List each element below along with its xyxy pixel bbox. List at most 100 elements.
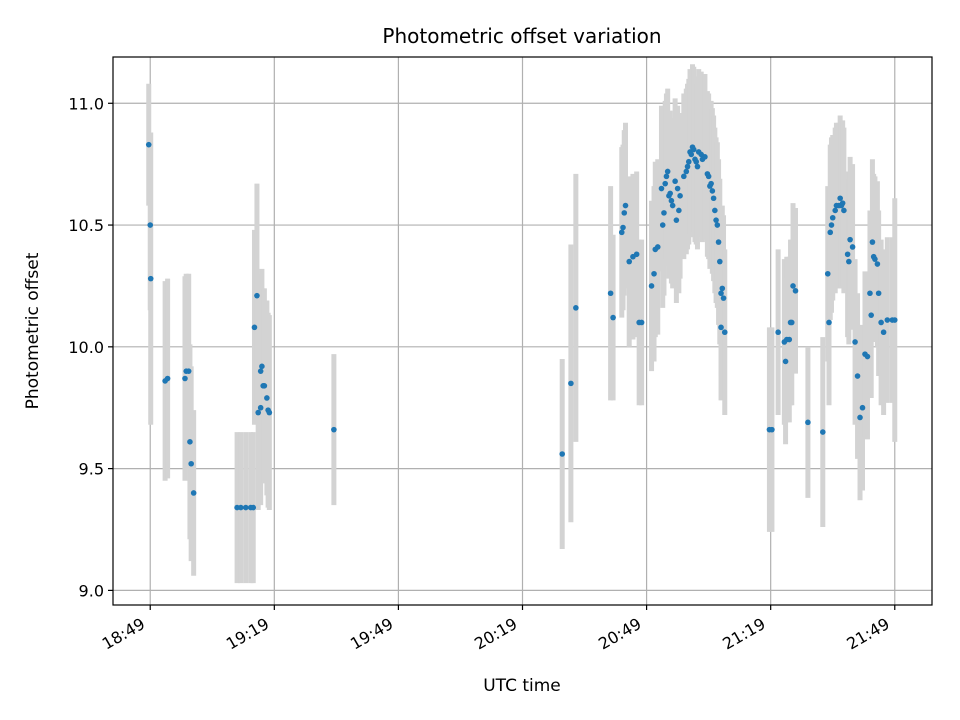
data-point xyxy=(559,451,566,457)
data-point xyxy=(238,504,244,511)
data-point xyxy=(869,239,876,245)
data-point xyxy=(805,419,811,426)
data-point xyxy=(875,290,882,297)
data-point xyxy=(718,290,724,297)
data-point xyxy=(664,168,671,175)
data-point xyxy=(705,173,712,180)
data-point xyxy=(264,395,270,401)
data-point xyxy=(254,292,260,299)
data-point xyxy=(257,368,264,374)
data-point xyxy=(864,353,871,360)
data-point xyxy=(708,180,714,187)
data-point xyxy=(874,261,881,267)
data-point xyxy=(693,158,700,165)
data-point xyxy=(717,258,723,265)
data-point xyxy=(792,288,799,294)
data-point xyxy=(867,290,873,297)
data-point xyxy=(188,460,194,467)
data-point xyxy=(846,258,852,265)
data-point xyxy=(667,190,673,197)
data-point xyxy=(859,404,866,411)
data-point xyxy=(259,363,265,370)
data-point xyxy=(782,358,789,365)
plot-area xyxy=(112,56,933,606)
data-point xyxy=(620,224,626,231)
data-point xyxy=(182,375,188,382)
data-point xyxy=(242,504,249,511)
y-tick-label: 11.0 xyxy=(68,94,104,113)
data-point xyxy=(769,426,775,433)
data-point xyxy=(826,319,832,326)
y-tick-label: 9.0 xyxy=(79,581,104,600)
data-point xyxy=(622,202,629,209)
data-point xyxy=(828,222,835,228)
data-point xyxy=(839,200,846,206)
data-point xyxy=(654,244,661,250)
data-point xyxy=(790,283,796,289)
data-point xyxy=(672,178,678,185)
data-point xyxy=(844,251,851,258)
data-point xyxy=(694,163,701,170)
data-point xyxy=(638,319,645,326)
data-point xyxy=(872,256,878,262)
data-point xyxy=(854,373,861,379)
x-axis-label: UTC time xyxy=(483,676,561,696)
data-point xyxy=(676,207,682,214)
data-point xyxy=(832,207,839,214)
y-tick-label: 10.5 xyxy=(68,216,104,235)
data-point xyxy=(721,329,728,336)
data-point xyxy=(648,283,655,289)
data-point xyxy=(663,173,670,180)
data-point xyxy=(857,414,863,421)
data-point xyxy=(829,214,836,221)
data-point xyxy=(841,207,847,214)
data-point xyxy=(661,210,667,216)
data-point xyxy=(702,154,708,160)
data-point xyxy=(621,210,628,216)
data-point xyxy=(668,197,675,204)
data-point xyxy=(847,236,853,243)
data-point xyxy=(683,168,690,175)
data-point xyxy=(164,375,171,382)
data-point xyxy=(266,409,273,416)
data-point xyxy=(788,319,795,326)
data-point xyxy=(786,336,793,343)
data-point xyxy=(849,244,856,250)
data-point xyxy=(891,317,898,323)
data-point xyxy=(714,222,721,228)
data-point xyxy=(673,217,680,223)
data-point xyxy=(837,195,843,202)
data-point xyxy=(868,312,874,318)
chart-title: Photometric offset variation xyxy=(382,24,661,48)
data-point xyxy=(775,329,781,336)
data-point xyxy=(669,202,676,209)
data-point xyxy=(250,504,257,511)
data-point xyxy=(145,141,152,148)
data-point xyxy=(674,185,681,192)
data-point xyxy=(719,285,726,292)
data-point xyxy=(331,426,337,433)
data-point xyxy=(712,207,718,214)
data-point xyxy=(852,339,858,345)
data-point xyxy=(820,429,826,435)
data-point xyxy=(651,270,657,277)
data-point xyxy=(718,324,724,331)
data-point xyxy=(607,290,614,297)
data-point xyxy=(884,317,891,323)
data-point xyxy=(147,275,154,282)
data-point xyxy=(688,151,695,158)
data-point xyxy=(720,295,727,301)
data-point xyxy=(257,404,264,411)
data-point xyxy=(633,251,640,258)
data-point xyxy=(662,180,669,187)
data-point xyxy=(187,439,193,445)
data-point xyxy=(681,173,687,180)
data-point xyxy=(709,188,716,194)
data-point xyxy=(568,380,574,387)
data-point xyxy=(690,146,697,153)
data-point xyxy=(710,195,717,202)
data-point xyxy=(185,368,192,374)
y-tick-label: 9.5 xyxy=(79,460,104,479)
data-point xyxy=(715,239,722,245)
